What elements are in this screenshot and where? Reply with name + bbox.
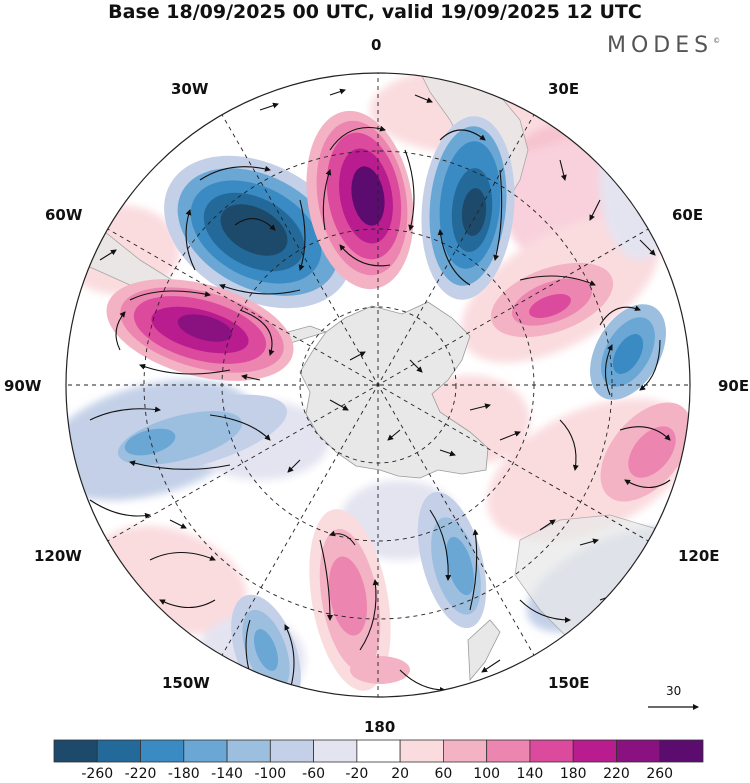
colorbar-swatch — [356, 739, 401, 763]
lon-label-0: 0 — [371, 36, 382, 54]
antarctica-landmass — [299, 301, 489, 479]
positive-lobe-pacific-chile — [106, 279, 294, 381]
colorbar-swatch — [399, 739, 444, 763]
lon-label-90w: 90W — [4, 377, 42, 395]
modes-logo: MODES© — [607, 33, 720, 58]
negative-lobe-south — [417, 491, 487, 629]
positive-lobe-south — [309, 509, 410, 691]
positive-lobe-east — [600, 402, 690, 502]
map-border — [65, 72, 691, 698]
colorbar-label: -180 — [167, 766, 200, 782]
logo-mark: © — [713, 37, 721, 45]
colorbar-swatch — [140, 739, 185, 763]
lon-label-150w: 150W — [162, 674, 210, 692]
colorbar — [53, 739, 704, 763]
lon-label-120e: 120E — [678, 547, 720, 565]
colorbar-label: 220 — [603, 766, 630, 782]
logo-text: MODES — [607, 33, 714, 58]
colorbar-swatch — [313, 739, 358, 763]
new-zealand-landmass — [467, 619, 501, 682]
reference-vector-label: 30 — [666, 684, 682, 698]
lon-label-60w: 60W — [45, 206, 83, 224]
negative-lobe-southatlantic — [164, 155, 352, 309]
lon-label-30w: 30W — [171, 80, 209, 98]
colorbar-label: -260 — [81, 766, 114, 782]
map-title: Base 18/09/2025 00 UTC, valid 19/09/2025… — [108, 1, 642, 23]
colorbar-label: -20 — [345, 766, 369, 782]
positive-lobe-southindian — [490, 262, 614, 338]
graticule — [66, 73, 690, 697]
colorbar-swatch — [269, 739, 315, 763]
colorbar-label: -60 — [302, 766, 326, 782]
colorbar-label: 100 — [473, 766, 501, 782]
colorbar-label: 260 — [646, 766, 674, 782]
colorbar-label: 180 — [559, 766, 587, 782]
lon-label-90e: 90E — [718, 377, 750, 395]
colorbar-label: 140 — [516, 766, 544, 782]
colorbar-label: -220 — [124, 766, 157, 782]
colorbar-swatch — [659, 739, 704, 763]
colorbar-swatch — [183, 739, 228, 763]
lon-label-150e: 150E — [548, 674, 590, 692]
colorbar-swatch — [442, 739, 488, 763]
colorbar-label: -140 — [211, 766, 243, 782]
negative-lobe-east — [590, 304, 666, 400]
colorbar-swatch — [616, 739, 661, 763]
colorbar-swatch — [96, 739, 141, 763]
negative-lobe-west — [93, 394, 287, 476]
lon-label-60e: 60E — [672, 206, 704, 224]
lon-label-180: 180 — [364, 718, 396, 736]
lon-label-30e: 30E — [548, 80, 580, 98]
colorbar-swatch — [572, 739, 617, 763]
wind-vectors — [89, 88, 671, 693]
colorbar-swatch — [226, 739, 271, 763]
colorbar-label: -100 — [254, 766, 287, 782]
colorbar-swatch — [486, 739, 531, 763]
lon-label-120w: 120W — [34, 547, 82, 565]
colorbar-swatch — [53, 739, 98, 763]
colorbar-swatch — [529, 739, 574, 763]
colorbar-label: 20 — [391, 766, 410, 782]
colorbar-label: 60 — [434, 766, 453, 782]
